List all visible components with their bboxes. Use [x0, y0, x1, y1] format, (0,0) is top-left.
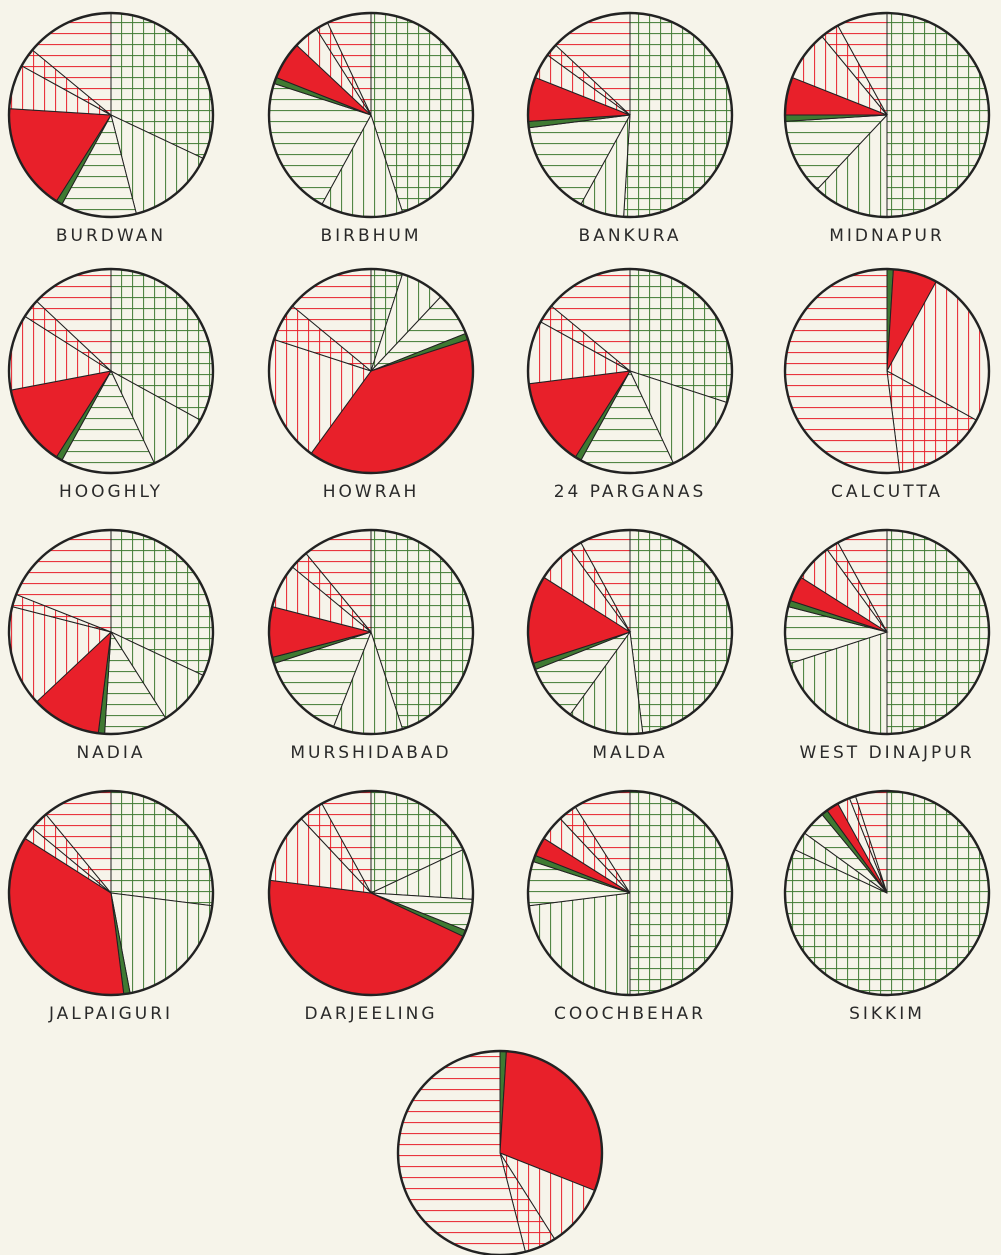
pie-outline	[267, 528, 475, 736]
pie-nadia: NADIA	[7, 528, 215, 763]
pie-outline	[7, 267, 215, 475]
pie-outline	[783, 789, 991, 997]
pie-sikkim: SIKKIM	[783, 789, 991, 1024]
pie-label: COOCHBEHAR	[554, 1004, 706, 1024]
pie-calcutta: CALCUTTA	[783, 267, 991, 502]
pie-label: 24 PARGANAS	[554, 482, 707, 502]
pie-slice-green-crosshatch	[886, 12, 990, 218]
pie-darjeeling: DARJEELING	[267, 789, 475, 1024]
pie-label: HOOGHLY	[59, 482, 163, 502]
pie-slice-green-crosshatch	[110, 790, 214, 907]
pie-label: BIRBHUM	[320, 226, 421, 246]
pie-label: BURDWAN	[56, 226, 166, 246]
pie-slice-green-crosshatch	[629, 790, 733, 996]
pie-burdwan: BURDWAN	[7, 11, 215, 246]
pie-slice-green-crosshatch	[886, 529, 990, 735]
pie-bankura: BANKURA	[526, 11, 734, 246]
pie-label: WEST DINAJPUR	[799, 743, 974, 763]
pie-slice-green-vertical	[528, 892, 631, 996]
pie-outline	[783, 528, 991, 736]
pie-hooghly: HOOGHLY	[7, 267, 215, 502]
pie-total	[396, 1049, 604, 1255]
pie-coochbehar: COOCHBEHAR	[526, 789, 734, 1024]
pie-malda: MALDA	[526, 528, 734, 763]
pie-label: CALCUTTA	[831, 482, 943, 502]
pie-24-parganas: 24 PARGANAS	[526, 267, 734, 502]
pie-outline	[396, 1049, 604, 1255]
pie-slice-red-horizontal	[784, 268, 901, 474]
pie-outline	[526, 267, 734, 475]
pie-outline	[267, 11, 475, 219]
pie-label: MIDNAPUR	[829, 226, 945, 246]
pie-label: NADIA	[76, 743, 145, 763]
pie-birbhum: BIRBHUM	[267, 11, 475, 246]
pie-outline	[7, 528, 215, 736]
pie-outline	[267, 267, 475, 475]
pie-outline	[7, 789, 215, 997]
pie-outline	[267, 789, 475, 997]
pie-howrah: HOWRAH	[267, 267, 475, 502]
pie-outline	[7, 11, 215, 219]
pie-outline	[526, 11, 734, 219]
pie-outline	[526, 528, 734, 736]
pie-west-dinajpur: WEST DINAJPUR	[783, 528, 991, 763]
pie-slice-green-crosshatch	[629, 529, 733, 734]
pie-label: MURSHIDABAD	[290, 743, 451, 763]
pie-murshidabad: MURSHIDABAD	[267, 528, 475, 763]
pie-outline	[526, 789, 734, 997]
pie-label: DARJEELING	[304, 1004, 437, 1024]
pie-midnapur: MIDNAPUR	[783, 11, 991, 246]
pie-label: BANKURA	[579, 226, 682, 246]
pie-outline	[783, 11, 991, 219]
pie-label: JALPAIGURI	[48, 1004, 173, 1024]
pie-label: MALDA	[592, 743, 667, 763]
pie-label: SIKKIM	[849, 1004, 925, 1024]
pie-jalpaiguri: JALPAIGURI	[7, 789, 215, 1024]
pie-slice-green-crosshatch	[623, 12, 733, 218]
pie-label: HOWRAH	[323, 482, 420, 502]
pie-outline	[783, 267, 991, 475]
